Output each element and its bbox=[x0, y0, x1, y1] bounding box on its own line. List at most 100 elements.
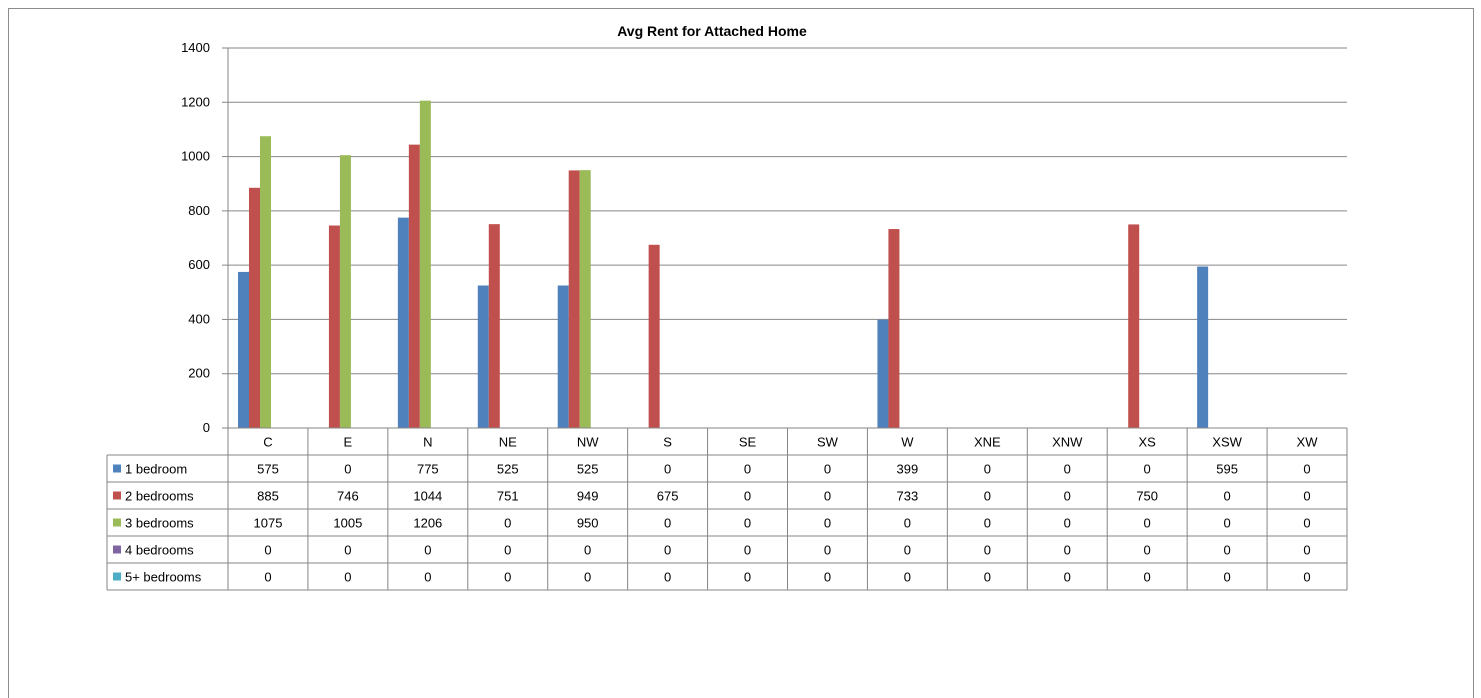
data-label: 0 bbox=[1223, 516, 1230, 531]
data-label: 1206 bbox=[413, 516, 442, 531]
data-label: 0 bbox=[264, 543, 271, 558]
data-label: 0 bbox=[904, 570, 911, 585]
data-label: 0 bbox=[664, 462, 671, 477]
data-label: 0 bbox=[744, 543, 751, 558]
data-label: 0 bbox=[344, 543, 351, 558]
data-label: 0 bbox=[1064, 462, 1071, 477]
data-label: 1075 bbox=[254, 516, 283, 531]
category-label: XNE bbox=[974, 435, 1001, 450]
data-label: 0 bbox=[1303, 489, 1310, 504]
data-label: 0 bbox=[1303, 543, 1310, 558]
legend-label: 2 bedrooms bbox=[125, 489, 194, 504]
data-label: 0 bbox=[1223, 543, 1230, 558]
chart-title: Avg Rent for Attached Home bbox=[617, 23, 807, 39]
category-label: SE bbox=[739, 435, 757, 450]
data-label: 775 bbox=[417, 462, 439, 477]
legend-label: 5+ bedrooms bbox=[125, 570, 202, 585]
data-label: 0 bbox=[504, 543, 511, 558]
category-label: NW bbox=[577, 435, 599, 450]
data-label: 525 bbox=[577, 462, 599, 477]
data-label: 0 bbox=[264, 570, 271, 585]
data-label: 0 bbox=[824, 489, 831, 504]
data-label: 733 bbox=[897, 489, 919, 504]
data-label: 0 bbox=[824, 516, 831, 531]
data-label: 0 bbox=[824, 462, 831, 477]
bar-2-bedrooms bbox=[569, 170, 580, 428]
data-label: 1005 bbox=[333, 516, 362, 531]
bar-3-bedrooms bbox=[260, 136, 271, 428]
y-tick-label: 1000 bbox=[181, 149, 210, 164]
data-label: 0 bbox=[504, 516, 511, 531]
data-label: 0 bbox=[584, 543, 591, 558]
category-label: XS bbox=[1139, 435, 1157, 450]
legend-key bbox=[113, 519, 121, 527]
data-label: 0 bbox=[1223, 489, 1230, 504]
data-label: 0 bbox=[1303, 570, 1310, 585]
data-label: 525 bbox=[497, 462, 519, 477]
data-label: 575 bbox=[257, 462, 279, 477]
data-label: 0 bbox=[1064, 489, 1071, 504]
data-label: 746 bbox=[337, 489, 359, 504]
category-label: XNW bbox=[1052, 435, 1083, 450]
data-label: 0 bbox=[584, 570, 591, 585]
data-label: 0 bbox=[984, 543, 991, 558]
y-tick-label: 1200 bbox=[181, 94, 210, 109]
data-label: 0 bbox=[1303, 516, 1310, 531]
data-label: 885 bbox=[257, 489, 279, 504]
y-tick-label: 1400 bbox=[181, 40, 210, 55]
data-label: 0 bbox=[824, 543, 831, 558]
data-label: 595 bbox=[1216, 462, 1238, 477]
data-label: 1044 bbox=[413, 489, 442, 504]
data-label: 0 bbox=[664, 570, 671, 585]
category-label: XSW bbox=[1212, 435, 1242, 450]
data-label: 0 bbox=[1144, 570, 1151, 585]
legend-key bbox=[113, 573, 121, 581]
data-label: 0 bbox=[664, 543, 671, 558]
bar-1-bedroom bbox=[877, 320, 888, 428]
bar-1-bedroom bbox=[478, 286, 489, 429]
y-tick-label: 200 bbox=[188, 366, 210, 381]
data-label: 0 bbox=[984, 570, 991, 585]
data-label: 0 bbox=[1144, 462, 1151, 477]
bar-1-bedroom bbox=[558, 286, 569, 429]
data-label: 0 bbox=[1064, 516, 1071, 531]
bar-2-bedrooms bbox=[329, 226, 340, 428]
data-label: 0 bbox=[904, 516, 911, 531]
bar-3-bedrooms bbox=[420, 101, 431, 428]
legend-label: 4 bedrooms bbox=[125, 543, 194, 558]
legend-key bbox=[113, 546, 121, 554]
data-label: 0 bbox=[1064, 570, 1071, 585]
y-tick-label: 400 bbox=[188, 311, 210, 326]
legend-key bbox=[113, 465, 121, 473]
category-label: XW bbox=[1297, 435, 1319, 450]
data-label: 0 bbox=[744, 462, 751, 477]
category-label: E bbox=[344, 435, 353, 450]
bar-2-bedrooms bbox=[649, 245, 660, 428]
category-label: NE bbox=[499, 435, 517, 450]
y-tick-label: 600 bbox=[188, 257, 210, 272]
legend-label: 1 bedroom bbox=[125, 462, 187, 477]
data-label: 0 bbox=[424, 543, 431, 558]
bar-3-bedrooms bbox=[340, 155, 351, 428]
data-label: 0 bbox=[984, 516, 991, 531]
bar-1-bedroom bbox=[238, 272, 249, 428]
category-label: N bbox=[423, 435, 432, 450]
y-tick-label: 0 bbox=[203, 420, 210, 435]
data-label: 0 bbox=[1303, 462, 1310, 477]
data-label: 0 bbox=[904, 543, 911, 558]
data-label: 399 bbox=[897, 462, 919, 477]
category-label: C bbox=[263, 435, 272, 450]
data-label: 0 bbox=[824, 570, 831, 585]
category-label: SW bbox=[817, 435, 839, 450]
data-label: 950 bbox=[577, 516, 599, 531]
data-label: 0 bbox=[984, 489, 991, 504]
data-label: 0 bbox=[1064, 543, 1071, 558]
legend-label: 3 bedrooms bbox=[125, 516, 194, 531]
data-label: 0 bbox=[504, 570, 511, 585]
data-label: 0 bbox=[744, 570, 751, 585]
bar-3-bedrooms bbox=[580, 170, 591, 428]
bar-2-bedrooms bbox=[888, 229, 899, 428]
bar-1-bedroom bbox=[398, 218, 409, 428]
bar-2-bedrooms bbox=[1128, 224, 1139, 428]
